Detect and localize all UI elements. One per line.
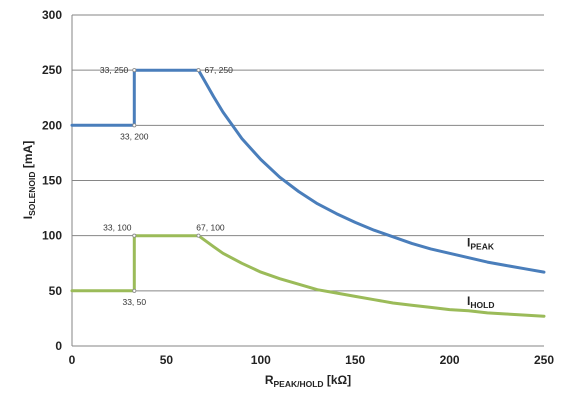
annotations: 33, 250 67, 250 33, 200 33, 100 67, 100 33, 5… <box>100 65 233 307</box>
annotation-marker <box>132 233 137 238</box>
y-tick-labels: 0 50 100 150 200 250 300 <box>42 8 62 353</box>
y-tick-label: 250 <box>42 63 62 77</box>
annotation-label: 33, 100 <box>103 223 132 233</box>
series-line-i-peak <box>70 68 546 274</box>
y-tick-label: 50 <box>49 284 63 298</box>
x-tick-label: 250 <box>534 353 554 367</box>
y-tick-label: 150 <box>42 174 62 188</box>
x-axis-title: RPEAK/HOLD [kΩ] <box>265 373 351 389</box>
y-axis-title: ISOLENOID [mA] <box>21 141 37 219</box>
series-line-i-hold <box>70 234 546 318</box>
annotation-label: 33, 250 <box>100 65 129 75</box>
x-tick-label: 100 <box>251 353 271 367</box>
series-labels: IPEAK IHOLD <box>467 235 495 309</box>
y-tick-label: 100 <box>42 229 62 243</box>
annotation-label: 33, 50 <box>122 297 146 307</box>
point-markers <box>132 68 201 293</box>
series-label-peak: IPEAK <box>467 235 495 251</box>
y-tick-label: 300 <box>42 8 62 22</box>
series-lines <box>70 68 546 318</box>
annotation-marker <box>132 68 137 73</box>
x-tick-label: 150 <box>345 353 365 367</box>
y-tick-label: 0 <box>55 339 62 353</box>
x-tick-label: 0 <box>69 353 76 367</box>
annotation-marker <box>196 233 201 238</box>
x-tick-labels: 0 50 100 150 200 250 <box>69 353 555 367</box>
series-label-hold: IHOLD <box>467 294 494 310</box>
annotation-marker <box>196 68 201 73</box>
x-tick-label: 200 <box>440 353 460 367</box>
annotation-marker <box>132 123 137 128</box>
x-tick-label: 50 <box>160 353 174 367</box>
annotation-label: 67, 250 <box>204 65 233 75</box>
y-tick-label: 200 <box>42 118 62 132</box>
annotation-label: 33, 200 <box>120 131 149 141</box>
annotation-marker <box>132 288 137 293</box>
annotation-label: 67, 100 <box>196 223 225 233</box>
